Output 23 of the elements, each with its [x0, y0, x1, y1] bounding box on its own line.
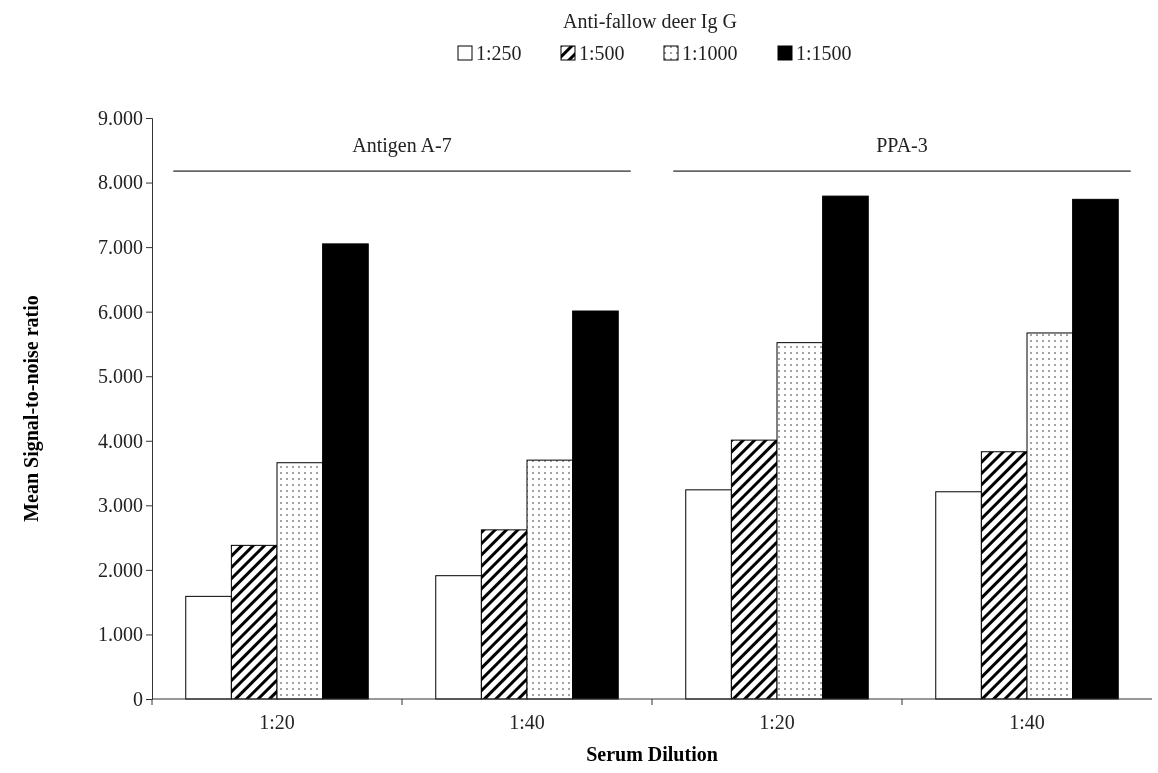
y-tick-label: 9.000 [98, 106, 143, 129]
y-tick-label: 7.000 [98, 236, 143, 259]
x-tick-label: 1:40 [509, 711, 545, 733]
x-axis-title: Serum Dilution [586, 743, 718, 765]
y-tick-label: 8.000 [98, 171, 143, 194]
legend-label: 1:1500 [796, 42, 852, 64]
y-tick-label: 0 [133, 687, 143, 710]
annotation: Antigen A-7 [352, 134, 452, 157]
y-tick-label: 6.000 [98, 300, 143, 323]
annotation: PPA-3 [876, 134, 928, 156]
legend-label: 1:250 [476, 42, 522, 64]
x-tick-label: 1:20 [759, 711, 795, 733]
x-tick-label: 1:40 [1009, 711, 1045, 733]
y-tick-label: 4.000 [98, 429, 143, 452]
y-tick-label: 5.000 [98, 365, 143, 388]
y-tick-label: 2.000 [98, 558, 143, 581]
x-tick-label: 1:20 [259, 711, 295, 733]
y-axis-title: Mean Signal-to-noise ratio [20, 295, 43, 522]
legend-label: 1:1000 [682, 42, 738, 64]
y-tick-label: 1.000 [98, 623, 143, 646]
y-tick-label: 3.000 [98, 494, 143, 517]
legend-title: Anti-fallow deer Ig G [563, 10, 737, 33]
legend-label: 1:500 [579, 42, 625, 64]
